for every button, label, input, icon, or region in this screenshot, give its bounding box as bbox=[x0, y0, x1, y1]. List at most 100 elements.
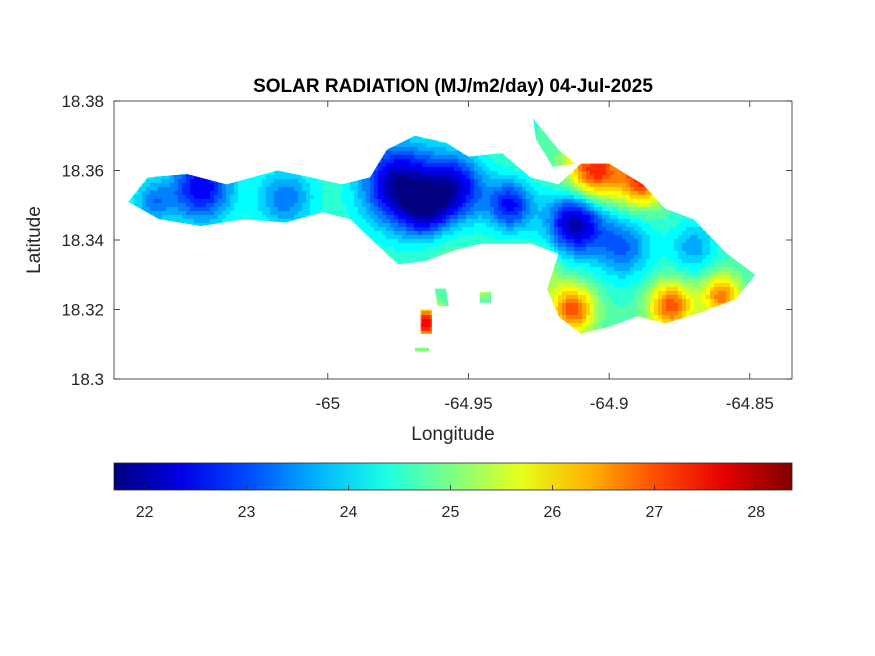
field-cell bbox=[370, 199, 375, 204]
field-cell bbox=[542, 195, 547, 200]
field-cell bbox=[370, 183, 375, 188]
field-cell bbox=[422, 179, 427, 184]
field-cell bbox=[386, 167, 391, 172]
field-cell bbox=[642, 223, 647, 228]
field-cell bbox=[438, 195, 443, 200]
field-cell bbox=[498, 163, 503, 168]
field-cell bbox=[638, 223, 643, 228]
field-cell bbox=[542, 211, 547, 216]
field-cell bbox=[514, 179, 519, 184]
field-cell bbox=[410, 171, 415, 176]
field-cell bbox=[586, 211, 591, 216]
field-cell bbox=[210, 203, 215, 208]
field-cell bbox=[574, 223, 579, 228]
field-cell bbox=[330, 187, 335, 192]
field-cell bbox=[514, 171, 519, 176]
field-cell bbox=[174, 207, 179, 212]
field-cell bbox=[490, 219, 495, 224]
field-cell bbox=[202, 223, 207, 228]
field-cell bbox=[442, 175, 447, 180]
field-cell bbox=[462, 219, 467, 224]
field-cell bbox=[310, 203, 315, 208]
field-cell bbox=[286, 183, 291, 188]
field-cell bbox=[530, 183, 535, 188]
field-cell bbox=[614, 175, 619, 180]
field-cell bbox=[530, 199, 535, 204]
field-cell bbox=[390, 171, 395, 176]
field-cell bbox=[606, 199, 611, 204]
field-cell bbox=[262, 207, 267, 212]
field-cell bbox=[386, 179, 391, 184]
field-cell bbox=[562, 179, 567, 184]
field-cell bbox=[562, 183, 567, 188]
field-cell bbox=[490, 167, 495, 172]
field-cell bbox=[246, 179, 251, 184]
field-cell bbox=[346, 203, 351, 208]
field-cell bbox=[446, 147, 451, 152]
field-cell bbox=[390, 147, 395, 152]
field-cell bbox=[434, 207, 439, 212]
field-cell bbox=[686, 219, 691, 224]
field-cell bbox=[410, 211, 415, 216]
field-cell bbox=[278, 183, 283, 188]
field-cell bbox=[326, 203, 331, 208]
field-cell bbox=[338, 203, 343, 208]
field-cell bbox=[386, 159, 391, 164]
field-cell bbox=[658, 223, 663, 228]
field-cell bbox=[214, 195, 219, 200]
field-cell bbox=[246, 199, 251, 204]
field-cell bbox=[426, 155, 431, 160]
field-cell bbox=[378, 159, 383, 164]
field-cell bbox=[442, 147, 447, 152]
field-cell bbox=[270, 183, 275, 188]
field-cell bbox=[526, 195, 531, 200]
field-cell bbox=[554, 195, 559, 200]
field-cell bbox=[246, 195, 251, 200]
field-cell bbox=[150, 207, 155, 212]
field-cell bbox=[150, 203, 155, 208]
field-cell bbox=[622, 215, 627, 220]
field-cell bbox=[274, 171, 279, 176]
field-cell bbox=[402, 199, 407, 204]
field-cell bbox=[394, 215, 399, 220]
field-cell bbox=[430, 223, 435, 228]
field-cell bbox=[510, 203, 515, 208]
field-cell bbox=[306, 195, 311, 200]
field-cell bbox=[634, 219, 639, 224]
field-cell bbox=[502, 199, 507, 204]
field-cell bbox=[266, 203, 271, 208]
field-cell bbox=[622, 187, 627, 192]
field-cell bbox=[566, 223, 571, 228]
field-cell bbox=[602, 167, 607, 172]
field-cell bbox=[394, 227, 399, 232]
field-cell bbox=[402, 139, 407, 144]
field-cell bbox=[430, 199, 435, 204]
field-cell bbox=[482, 207, 487, 212]
field-cell bbox=[494, 227, 499, 232]
field-cell bbox=[510, 219, 515, 224]
field-cell bbox=[262, 179, 267, 184]
field-cell bbox=[650, 211, 655, 216]
field-cell bbox=[398, 211, 403, 216]
field-cell bbox=[390, 199, 395, 204]
field-cell bbox=[570, 191, 575, 196]
field-cell bbox=[586, 183, 591, 188]
field-cell bbox=[438, 207, 443, 212]
field-cell bbox=[582, 191, 587, 196]
field-cell bbox=[446, 159, 451, 164]
field-cell bbox=[546, 203, 551, 208]
field-cell bbox=[462, 163, 467, 168]
field-cell bbox=[270, 175, 275, 180]
field-cell bbox=[350, 195, 355, 200]
field-cell bbox=[518, 167, 523, 172]
field-cell bbox=[566, 159, 571, 164]
field-cell bbox=[482, 159, 487, 164]
field-cell bbox=[562, 219, 567, 224]
field-cell bbox=[626, 191, 631, 196]
field-cell bbox=[598, 215, 603, 220]
field-cell bbox=[410, 195, 415, 200]
field-cell bbox=[442, 215, 447, 220]
field-cell bbox=[146, 203, 151, 208]
field-cell bbox=[470, 223, 475, 228]
field-cell bbox=[254, 183, 259, 188]
